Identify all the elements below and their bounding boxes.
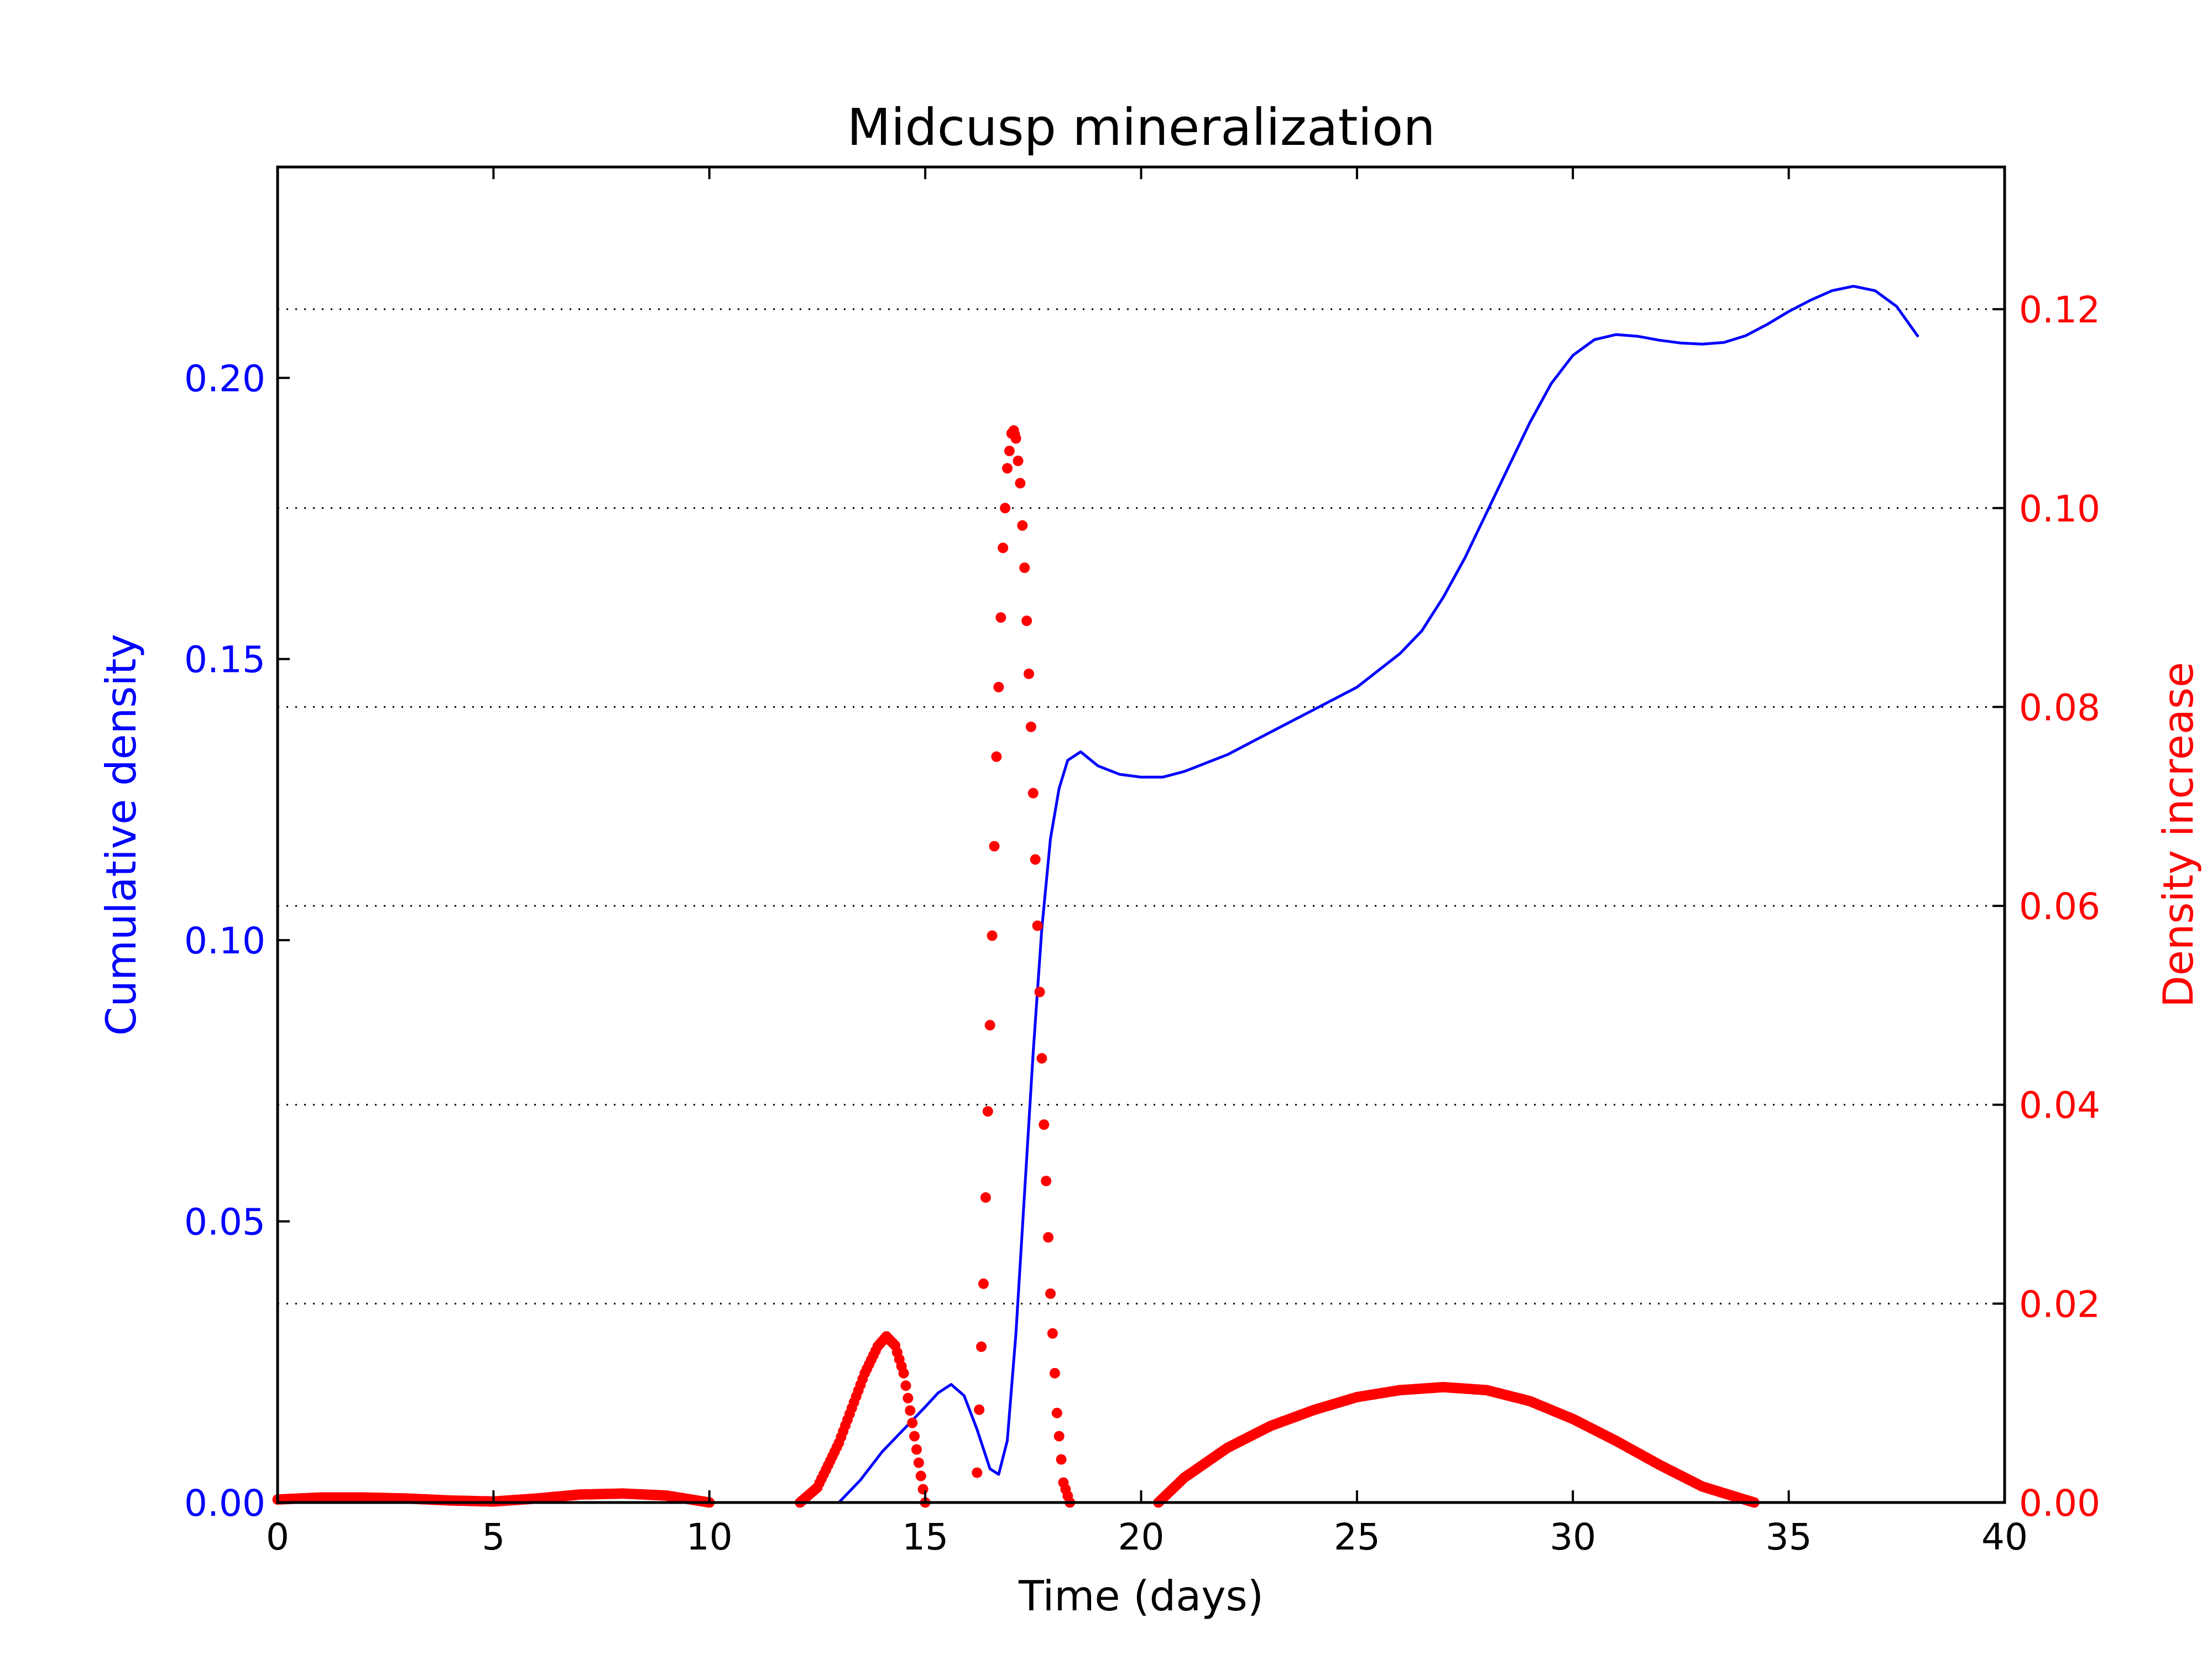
y-right-tick-label: 0.06 [2019,885,2100,928]
density-dot [991,751,1002,762]
x-tick-label: 15 [902,1516,948,1558]
density-dot [1015,478,1026,489]
density-dot [1045,1288,1056,1299]
density-dot [1053,1431,1065,1442]
x-tick-label: 30 [1550,1516,1596,1558]
x-tick-label: 35 [1766,1516,1812,1558]
tick-layer: 0 5 10 15 20 25 30 35 400.000.050.100.150.200.00… [184,167,2100,1558]
density-dot [1043,1232,1054,1243]
density-dot [917,1484,928,1495]
y-left-tick-label: 0.05 [184,1201,265,1244]
density-dot [1027,787,1039,799]
density-dot [1032,920,1043,931]
density-dot [915,1470,926,1481]
y-left-tick-label: 0.15 [184,639,265,681]
density-increase-dots [272,425,1760,1508]
density-dot [1024,669,1034,679]
density-dot [1030,854,1041,865]
y-axis-right-label: Density increase [2154,662,2203,1008]
density-dot [974,1404,985,1415]
x-tick-label: 5 [482,1516,505,1558]
density-dot [998,542,1009,554]
density-dot [995,612,1006,623]
y-right-tick-label: 0.08 [2019,686,2100,729]
density-dot [911,1444,922,1455]
x-tick-label: 20 [1118,1516,1165,1558]
density-dot [972,1467,983,1478]
density-dot [913,1457,924,1468]
density-dot [905,1405,916,1416]
density-dot [909,1431,920,1442]
x-axis-label: Time (days) [1018,1572,1264,1620]
y-right-tick-label: 0.02 [2019,1283,2100,1326]
y-right-tick-label: 0.04 [2019,1084,2100,1127]
y-left-tick-label: 0.10 [184,920,265,962]
density-dot [902,1392,914,1404]
density-dot [980,1192,991,1203]
density-dot [987,930,998,941]
density-dot [900,1380,911,1391]
density-dot [1002,463,1013,474]
x-tick-label: 25 [1334,1516,1380,1558]
density-dot [1034,987,1045,998]
density-dot [1017,520,1028,531]
series-layer [272,285,1919,1508]
density-dot [1010,433,1021,444]
cumulative-density-line [838,285,1919,1504]
density-dot [978,1278,989,1289]
density-dot [976,1341,987,1352]
x-tick-label: 0 [266,1516,289,1558]
density-dot [982,1106,993,1117]
y-right-tick-label: 0.00 [2019,1482,2100,1525]
chart-title: Midcusp mineralization [847,98,1435,157]
density-dot [898,1368,909,1379]
density-dot [1021,615,1032,627]
density-dot [1036,1053,1047,1064]
density-dot [1025,721,1036,732]
density-dot [1049,1368,1060,1379]
density-dot [993,682,1004,692]
density-dot [1013,455,1024,466]
x-tick-label: 10 [686,1516,733,1558]
density-dot [1041,1176,1052,1187]
density-dot [1000,503,1011,514]
density-dot [984,1020,995,1031]
y-right-tick-label: 0.10 [2019,488,2100,530]
density-dot [1047,1328,1058,1339]
density-dot [989,841,1000,852]
density-dot [1039,1119,1050,1130]
y-right-tick-label: 0.12 [2019,289,2100,331]
x-tick-label: 40 [1981,1516,2028,1558]
density-dot [1019,562,1030,573]
density-dot [907,1417,918,1428]
y-left-tick-label: 0.20 [184,357,265,400]
y-axis-left-label: Cumulative density [97,634,145,1036]
density-dot [1004,445,1015,456]
y-left-tick-label: 0.00 [184,1482,265,1525]
density-dot [1056,1454,1067,1465]
density-dot [1051,1407,1062,1418]
